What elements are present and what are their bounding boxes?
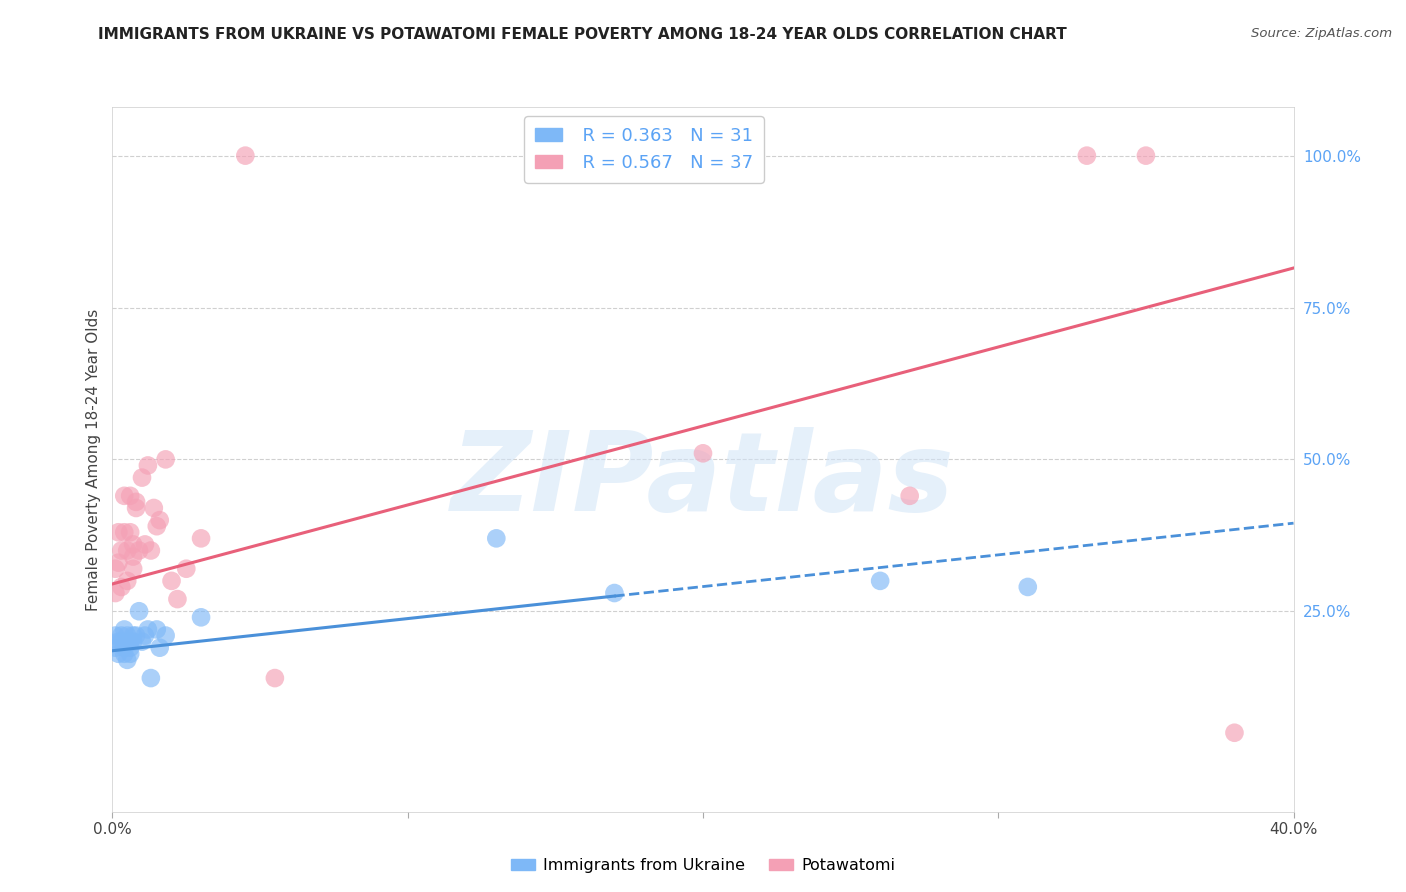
Point [264, 671, 287, 685]
Point [160, 574, 183, 588]
Point [149, 640, 172, 655]
Point [117, 653, 138, 667]
Point [122, 634, 145, 648]
Point [104, 640, 127, 655]
Point [117, 574, 138, 588]
Point [104, 586, 127, 600]
Point [146, 519, 169, 533]
Point [125, 628, 148, 642]
Point [142, 500, 165, 515]
Point [107, 647, 129, 661]
Point [120, 647, 142, 661]
Point [139, 671, 162, 685]
Point [110, 628, 132, 642]
Point [120, 525, 142, 540]
Point [692, 446, 714, 460]
Point [603, 586, 626, 600]
Point [131, 470, 153, 484]
Point [125, 500, 148, 515]
Point [139, 543, 162, 558]
Point [110, 580, 132, 594]
Point [120, 634, 142, 648]
Point [107, 525, 129, 540]
Text: ZIPatlas: ZIPatlas [451, 427, 955, 534]
Text: IMMIGRANTS FROM UKRAINE VS POTAWATOMI FEMALE POVERTY AMONG 18-24 YEAR OLDS CORRE: IMMIGRANTS FROM UKRAINE VS POTAWATOMI FE… [98, 27, 1067, 42]
Point [134, 628, 156, 642]
Point [104, 628, 127, 642]
Point [112, 525, 135, 540]
Point [1017, 580, 1039, 594]
Point [146, 623, 169, 637]
Point [155, 628, 177, 642]
Point [136, 623, 159, 637]
Point [128, 604, 150, 618]
Point [107, 556, 129, 570]
Legend:   R = 0.363   N = 31,   R = 0.567   N = 37: R = 0.363 N = 31, R = 0.567 N = 37 [524, 116, 763, 183]
Point [155, 452, 177, 467]
Point [112, 640, 135, 655]
Point [117, 634, 138, 648]
Point [120, 640, 142, 655]
Point [1076, 148, 1098, 162]
Point [110, 543, 132, 558]
Point [122, 549, 145, 564]
Point [174, 562, 197, 576]
Point [898, 489, 921, 503]
Point [1223, 725, 1246, 739]
Point [122, 537, 145, 551]
Point [112, 647, 135, 661]
Point [131, 634, 153, 648]
Point [134, 537, 156, 551]
Y-axis label: Female Poverty Among 18-24 Year Olds: Female Poverty Among 18-24 Year Olds [86, 309, 101, 610]
Point [190, 610, 212, 624]
Point [869, 574, 891, 588]
Point [110, 634, 132, 648]
Point [122, 628, 145, 642]
Point [117, 543, 138, 558]
Point [233, 148, 256, 162]
Point [125, 495, 148, 509]
Point [104, 562, 127, 576]
Point [136, 458, 159, 473]
Point [107, 634, 129, 648]
Point [128, 543, 150, 558]
Legend: Immigrants from Ukraine, Potawatomi: Immigrants from Ukraine, Potawatomi [505, 852, 901, 880]
Point [485, 532, 508, 546]
Point [112, 623, 135, 637]
Point [190, 532, 212, 546]
Point [1135, 148, 1157, 162]
Point [112, 489, 135, 503]
Point [122, 562, 145, 576]
Point [166, 592, 188, 607]
Point [149, 513, 172, 527]
Point [120, 489, 142, 503]
Text: Source: ZipAtlas.com: Source: ZipAtlas.com [1251, 27, 1392, 40]
Point [117, 628, 138, 642]
